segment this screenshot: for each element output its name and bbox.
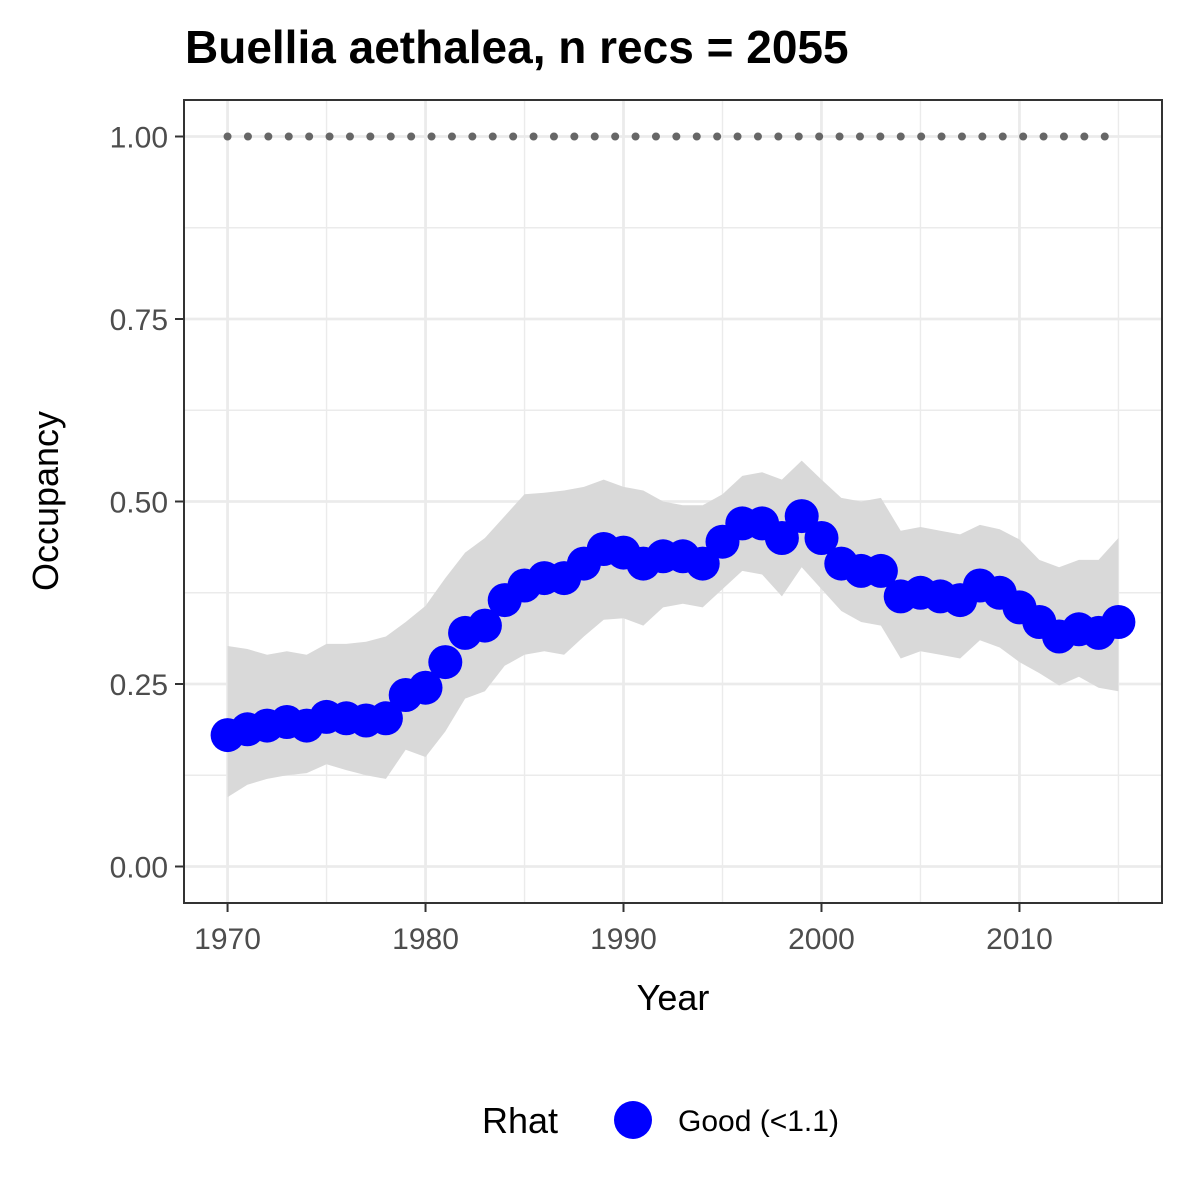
x-tick-label: 1980 <box>392 923 459 956</box>
legend: Rhat Good (<1.1) <box>482 1100 839 1141</box>
y-axis-title: Occupancy <box>25 411 66 591</box>
occupancy-point <box>804 521 839 555</box>
x-tick-label: 2010 <box>986 923 1053 956</box>
x-tick-label: 1990 <box>590 923 657 956</box>
y-tick-label: 1.00 <box>110 122 168 155</box>
occupancy-points-layer <box>210 499 1136 753</box>
y-tick-label: 0.25 <box>110 669 168 702</box>
y-tick-label: 0.75 <box>110 304 168 337</box>
chart-title: Buellia aethalea, n recs = 2055 <box>185 21 849 73</box>
x-tick-label: 1970 <box>194 923 261 956</box>
legend-title: Rhat <box>482 1100 558 1141</box>
occupancy-point <box>428 645 463 680</box>
occupancy-point <box>368 701 403 736</box>
occupancy-point <box>1101 605 1136 639</box>
x-axis-title: Year <box>637 977 710 1018</box>
occupancy-point <box>467 608 502 643</box>
occupancy-point <box>408 670 443 705</box>
legend-key-good <box>614 1101 652 1139</box>
y-tick-label: 0.50 <box>110 487 168 520</box>
confidence-ribbon <box>227 460 1119 798</box>
occupancy-point <box>764 521 799 555</box>
legend-label-good: Good (<1.1) <box>678 1105 839 1138</box>
confidence-ribbon-layer <box>227 460 1119 798</box>
occupancy-point <box>685 546 720 581</box>
axes: 0.00 0.25 0.50 0.75 1.00 1970 1980 1990 2000 2010 <box>110 122 1053 957</box>
x-tick-label: 2000 <box>788 923 855 956</box>
y-tick-label: 0.00 <box>110 852 168 885</box>
occupancy-point <box>863 553 898 588</box>
occupancy-point <box>784 499 819 534</box>
